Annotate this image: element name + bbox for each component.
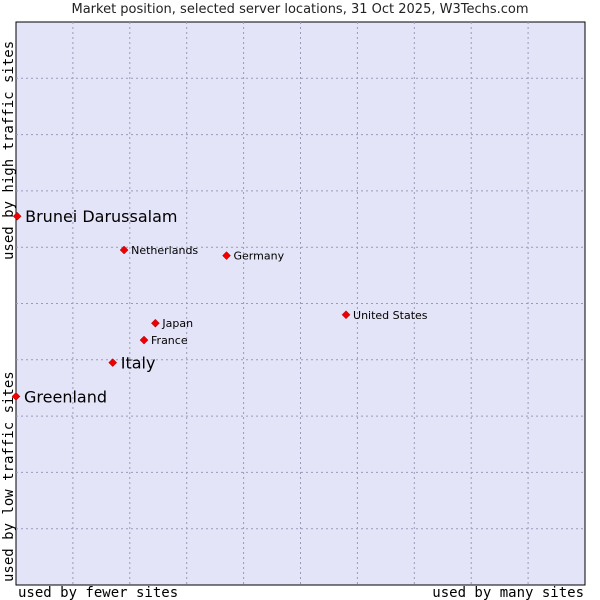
point-netherlands [119, 245, 129, 255]
grid-lines [16, 22, 585, 585]
point-japan [151, 318, 160, 328]
x-axis-label-left: used by fewer sites [18, 585, 178, 600]
point-label-netherlands: Netherlands [131, 244, 198, 257]
point-label-italy: Italy [121, 354, 156, 373]
point-france [139, 335, 149, 345]
point-label-japan: Japan [161, 317, 193, 330]
point-italy [108, 358, 118, 367]
point-label-germany: Germany [234, 250, 285, 263]
point-germany [222, 251, 231, 260]
point-label-united-states: United States [353, 309, 428, 322]
x-axis-label-right: used by many sites [432, 585, 584, 600]
point-greenland [11, 392, 21, 401]
point-label-greenland: Greenland [24, 387, 107, 406]
point-label-france: France [151, 334, 188, 347]
chart-title: Market position, selected server locatio… [71, 2, 529, 17]
point-united-states [341, 310, 351, 320]
y-axis-label-low: used by low traffic sites [1, 371, 17, 582]
point-label-brunei-darussalam: Brunei Darussalam [25, 207, 177, 226]
point-brunei-darussalam [12, 211, 22, 221]
data-points: Brunei Darussalam Netherlands Germany Unite… [11, 207, 428, 406]
y-axis-label-high: used by high traffic sites [1, 41, 17, 260]
